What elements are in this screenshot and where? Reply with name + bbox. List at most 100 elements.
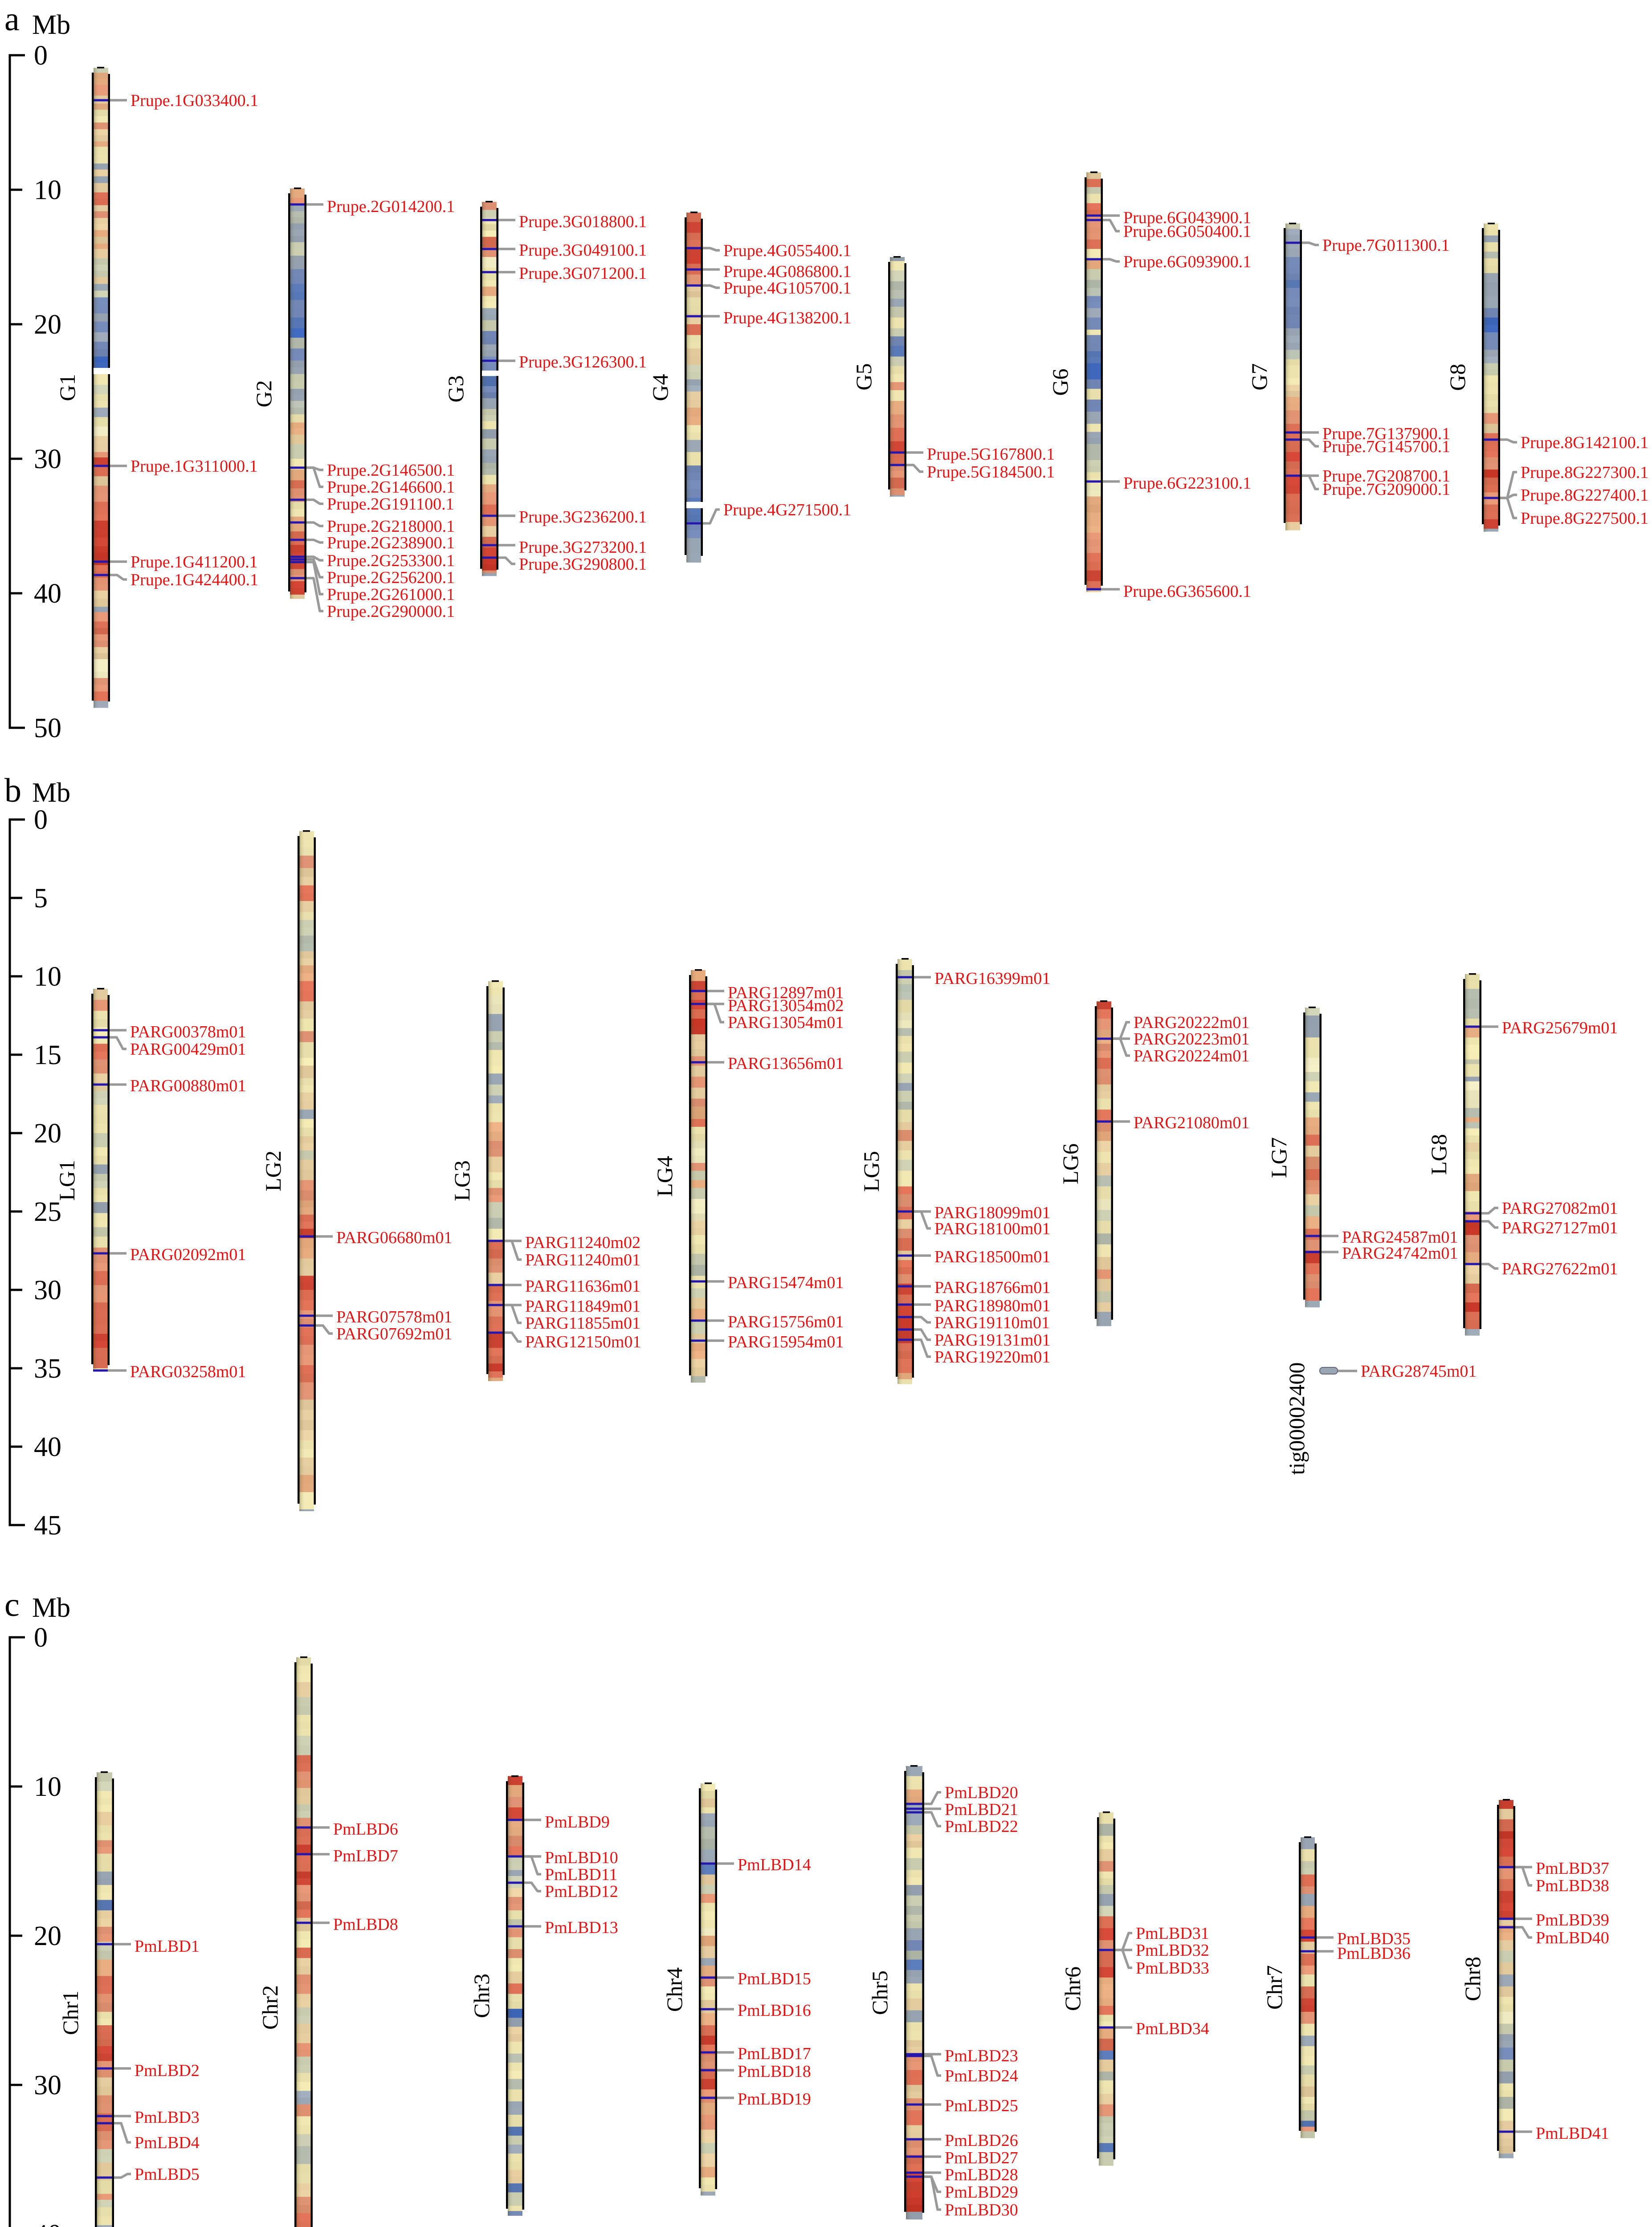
svg-text:30: 30 — [34, 2070, 61, 2101]
svg-text:10: 10 — [34, 175, 61, 205]
svg-text:LG6: LG6 — [1058, 1143, 1083, 1184]
svg-text:Prupe.3G236200.1: Prupe.3G236200.1 — [519, 508, 647, 526]
svg-text:PmLBD33: PmLBD33 — [1136, 1959, 1209, 1978]
svg-text:Chr2: Chr2 — [257, 1985, 282, 2030]
svg-text:PmLBD14: PmLBD14 — [738, 1856, 811, 1874]
svg-text:PmLBD23: PmLBD23 — [945, 2047, 1018, 2065]
svg-text:PARG11849m01: PARG11849m01 — [525, 1297, 640, 1316]
svg-text:Prupe.1G033400.1: Prupe.1G033400.1 — [131, 91, 258, 110]
svg-text:PmLBD6: PmLBD6 — [333, 1820, 398, 1839]
svg-text:PARG07692m01: PARG07692m01 — [336, 1325, 452, 1343]
svg-text:PARG18099m01: PARG18099m01 — [934, 1203, 1050, 1222]
svg-text:20: 20 — [34, 310, 61, 340]
svg-text:PmLBD38: PmLBD38 — [1536, 1876, 1609, 1895]
svg-text:PmLBD9: PmLBD9 — [545, 1813, 610, 1831]
svg-text:tig00002400: tig00002400 — [1284, 1362, 1309, 1475]
svg-text:5: 5 — [34, 883, 48, 914]
svg-text:G7: G7 — [1247, 363, 1272, 390]
svg-text:Chr4: Chr4 — [662, 1967, 687, 2012]
svg-text:PmLBD7: PmLBD7 — [333, 1847, 398, 1865]
svg-text:Prupe.4G138200.1: Prupe.4G138200.1 — [723, 309, 851, 327]
svg-text:PARG11240m01: PARG11240m01 — [525, 1251, 640, 1269]
svg-text:Chr3: Chr3 — [469, 1974, 494, 2018]
svg-text:PARG18100m01: PARG18100m01 — [934, 1220, 1050, 1238]
svg-text:PARG13656m01: PARG13656m01 — [728, 1054, 844, 1073]
svg-text:Prupe.2G146500.1: Prupe.2G146500.1 — [327, 461, 455, 480]
svg-text:Prupe.6G050400.1: Prupe.6G050400.1 — [1123, 222, 1251, 241]
svg-text:PARG18980m01: PARG18980m01 — [934, 1297, 1050, 1315]
svg-text:Prupe.2G290000.1: Prupe.2G290000.1 — [327, 602, 455, 621]
svg-text:Chr8: Chr8 — [1460, 1957, 1485, 2001]
svg-text:Prupe.5G184500.1: Prupe.5G184500.1 — [927, 463, 1055, 481]
svg-text:Prupe.4G271500.1: Prupe.4G271500.1 — [723, 501, 851, 519]
svg-text:Prupe.6G043900.1: Prupe.6G043900.1 — [1123, 208, 1251, 227]
svg-text:LG8: LG8 — [1426, 1134, 1451, 1175]
svg-text:Prupe.2G191100.1: Prupe.2G191100.1 — [327, 495, 454, 514]
svg-text:LG7: LG7 — [1266, 1137, 1291, 1178]
svg-text:PARG18766m01: PARG18766m01 — [934, 1278, 1050, 1297]
svg-text:G3: G3 — [443, 375, 468, 402]
svg-text:PARG02092m01: PARG02092m01 — [130, 1245, 246, 1264]
svg-text:PARG00880m01: PARG00880m01 — [130, 1077, 246, 1095]
svg-text:PmLBD28: PmLBD28 — [945, 2166, 1018, 2184]
svg-text:PARG13054m01: PARG13054m01 — [728, 1013, 844, 1032]
svg-text:PARG11636m01: PARG11636m01 — [525, 1277, 640, 1296]
svg-text:PmLBD10: PmLBD10 — [545, 1848, 618, 1867]
svg-text:0: 0 — [34, 805, 48, 835]
svg-text:PARG19131m01: PARG19131m01 — [934, 1331, 1050, 1350]
svg-text:Prupe.2G253300.1: Prupe.2G253300.1 — [327, 551, 455, 570]
svg-text:Prupe.2G146600.1: Prupe.2G146600.1 — [327, 478, 455, 497]
svg-text:PARG12150m01: PARG12150m01 — [525, 1333, 641, 1351]
svg-text:Prupe.7G145700.1: Prupe.7G145700.1 — [1322, 437, 1450, 456]
svg-text:Prupe.8G227400.1: Prupe.8G227400.1 — [1521, 486, 1648, 505]
svg-text:PARG28745m01: PARG28745m01 — [1361, 1362, 1477, 1381]
svg-text:PARG11855m01: PARG11855m01 — [525, 1314, 640, 1333]
svg-text:PARG21080m01: PARG21080m01 — [1134, 1114, 1249, 1132]
svg-text:Prupe.5G167800.1: Prupe.5G167800.1 — [927, 445, 1055, 464]
svg-text:G1: G1 — [55, 374, 80, 401]
svg-text:PmLBD16: PmLBD16 — [738, 2001, 811, 2020]
svg-text:LG4: LG4 — [652, 1156, 677, 1197]
svg-text:Chr1: Chr1 — [58, 1990, 83, 2035]
svg-text:PARG15954m01: PARG15954m01 — [728, 1333, 844, 1351]
svg-text:Prupe.2G238900.1: Prupe.2G238900.1 — [327, 534, 455, 552]
svg-text:PmLBD37: PmLBD37 — [1536, 1859, 1609, 1878]
svg-text:PmLBD31: PmLBD31 — [1136, 1924, 1209, 1943]
svg-text:PmLBD13: PmLBD13 — [545, 1918, 618, 1937]
svg-text:45: 45 — [34, 1510, 61, 1541]
svg-text:PmLBD34: PmLBD34 — [1136, 2019, 1209, 2038]
svg-text:Prupe.4G105700.1: Prupe.4G105700.1 — [723, 279, 851, 298]
svg-text:G2: G2 — [251, 380, 276, 407]
svg-text:Prupe.2G261000.1: Prupe.2G261000.1 — [327, 585, 455, 604]
svg-text:50: 50 — [34, 713, 61, 743]
svg-text:PARG12897m01: PARG12897m01 — [728, 983, 844, 1002]
svg-text:Prupe.3G273200.1: Prupe.3G273200.1 — [519, 538, 647, 557]
svg-text:LG5: LG5 — [859, 1151, 884, 1192]
svg-text:PmLBD32: PmLBD32 — [1136, 1941, 1209, 1960]
svg-text:Prupe.3G049100.1: Prupe.3G049100.1 — [519, 241, 647, 260]
svg-text:G6: G6 — [1048, 368, 1073, 396]
svg-text:10: 10 — [34, 962, 61, 992]
svg-text:LG3: LG3 — [449, 1160, 474, 1201]
svg-text:Prupe.1G411200.1: Prupe.1G411200.1 — [131, 553, 258, 571]
svg-text:LG1: LG1 — [54, 1160, 79, 1201]
svg-text:PARG15474m01: PARG15474m01 — [728, 1273, 844, 1292]
svg-text:Prupe.7G209000.1: Prupe.7G209000.1 — [1322, 480, 1450, 499]
svg-text:PmLBD4: PmLBD4 — [135, 2133, 200, 2152]
svg-text:b: b — [4, 772, 21, 809]
svg-text:PARG27082m01: PARG27082m01 — [1502, 1199, 1618, 1218]
svg-text:LG2: LG2 — [261, 1150, 286, 1191]
svg-text:PARG15756m01: PARG15756m01 — [728, 1313, 844, 1331]
svg-text:Prupe.6G223100.1: Prupe.6G223100.1 — [1123, 474, 1251, 493]
svg-text:PmLBD3: PmLBD3 — [135, 2108, 200, 2127]
svg-text:G4: G4 — [648, 374, 673, 401]
svg-text:a: a — [4, 0, 20, 38]
svg-text:10: 10 — [34, 1772, 61, 1802]
svg-text:PmLBD25: PmLBD25 — [945, 2096, 1018, 2115]
svg-text:Prupe.8G227300.1: Prupe.8G227300.1 — [1521, 463, 1648, 482]
svg-text:PmLBD12: PmLBD12 — [545, 1882, 618, 1901]
svg-text:PmLBD35: PmLBD35 — [1337, 1929, 1411, 1948]
svg-text:Prupe.6G093900.1: Prupe.6G093900.1 — [1123, 253, 1251, 271]
svg-text:PARG18500m01: PARG18500m01 — [934, 1248, 1050, 1266]
svg-text:PmLBD18: PmLBD18 — [738, 2062, 811, 2081]
